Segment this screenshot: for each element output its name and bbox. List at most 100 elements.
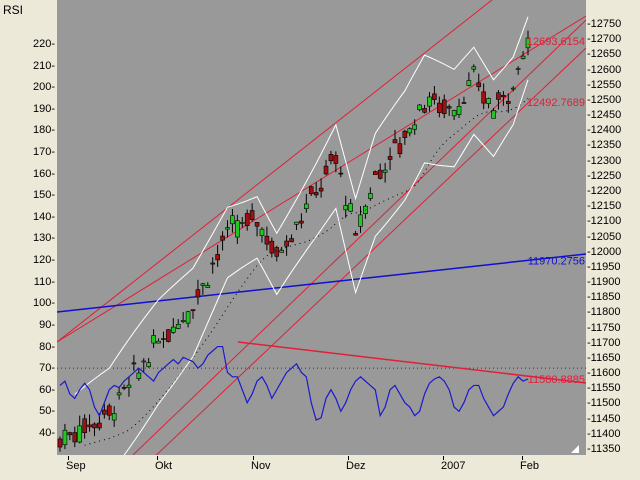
left-axis-tick: 150- <box>32 189 55 202</box>
candle-down <box>249 210 255 220</box>
candle-down <box>318 187 324 192</box>
candle-down <box>338 172 344 175</box>
candle-down <box>220 235 225 241</box>
candle-up <box>456 106 462 115</box>
candle-up <box>126 384 132 388</box>
candle-up <box>156 340 161 344</box>
candle-down <box>131 362 137 365</box>
trend-line-upper-red <box>132 19 586 455</box>
price-annotation: 12492.7689 <box>527 97 585 109</box>
candle-down <box>387 156 393 160</box>
candle-up <box>520 55 526 59</box>
candle-down <box>269 240 275 254</box>
x-axis-mark <box>253 456 254 460</box>
candle-up <box>146 362 151 368</box>
trend-line-channel-lower <box>155 47 586 455</box>
x-axis-mark <box>157 456 158 460</box>
left-axis-tick: 130- <box>32 232 55 245</box>
candle-up <box>491 110 496 119</box>
x-axis-label: Dez <box>346 460 366 472</box>
candle-down <box>190 309 196 312</box>
candle-down <box>299 220 304 224</box>
moving-average-line <box>84 97 529 446</box>
candle-up <box>343 205 349 211</box>
left-axis-tick: 40- <box>39 426 55 439</box>
right-axis-tick: -12300 <box>587 154 622 167</box>
chart-title: RSI <box>3 3 24 17</box>
candle-down <box>308 186 314 195</box>
candle-down <box>333 155 339 164</box>
left-axis-tick: 50- <box>39 405 55 418</box>
candle-up <box>62 429 68 446</box>
bollinger-upper-band <box>74 16 529 395</box>
candle-up <box>239 222 245 224</box>
right-axis-tick: -12750 <box>587 18 622 30</box>
bollinger-lower-band <box>123 79 529 455</box>
left-axis-tick: 140- <box>32 210 55 223</box>
candle-up <box>407 128 413 134</box>
x-axis-label: 2007 <box>441 460 466 472</box>
x-axis-label: Feb <box>520 460 539 472</box>
left-axis-tick: 100- <box>32 297 55 310</box>
candle-up <box>515 68 521 70</box>
candle-up <box>136 372 142 379</box>
left-axis-tick: 200- <box>32 81 55 94</box>
trend-line-steep-red <box>57 0 493 343</box>
resize-grip-icon[interactable] <box>571 445 579 453</box>
candle-down <box>215 254 220 261</box>
candle-up <box>180 320 186 322</box>
x-axis-mark <box>348 456 349 460</box>
right-axis-tick: -12500 <box>587 93 622 106</box>
candle-down <box>264 235 270 245</box>
right-axis-tick: -11350 <box>587 443 621 455</box>
x-axis-mark <box>68 456 69 460</box>
candle-up <box>77 425 83 443</box>
candle-down <box>422 108 427 113</box>
candle-up <box>525 37 531 49</box>
candle-down <box>121 387 127 389</box>
right-axis-tick: -11850 <box>587 291 621 304</box>
candle-down <box>397 143 403 155</box>
candle-up <box>171 326 176 333</box>
x-axis-label: Okt <box>155 460 173 472</box>
candle-down <box>392 139 398 144</box>
candle-down <box>57 438 63 448</box>
candle-up <box>175 324 181 329</box>
candle-up <box>412 124 417 130</box>
right-axis-tick: -12050 <box>587 230 622 243</box>
candle-down <box>328 154 334 162</box>
left-axis-tick: 80- <box>39 340 55 353</box>
left-axis-tick: 110- <box>33 275 55 288</box>
right-axis-tick: -12100 <box>587 215 622 228</box>
candle-up <box>185 311 191 324</box>
candle-down <box>161 338 166 340</box>
candle-down <box>289 238 294 243</box>
candle-up <box>471 66 477 70</box>
right-axis-tick: -12200 <box>587 184 622 197</box>
candle-up <box>348 203 353 212</box>
plot-area[interactable] <box>57 0 586 455</box>
candle-down <box>195 289 201 298</box>
right-axis-tick: -12650 <box>587 48 622 61</box>
right-axis-tick: -11700 <box>587 336 621 349</box>
candle-up <box>141 360 147 363</box>
x-axis-mark <box>443 456 444 460</box>
right-axis-tick: -11800 <box>587 306 621 319</box>
candle-up <box>111 413 117 421</box>
candle-down <box>102 409 107 415</box>
candle-up <box>235 220 240 238</box>
left-axis-tick: 90- <box>39 318 55 331</box>
right-axis-tick: -11550 <box>587 382 621 395</box>
left-axis-tick: 190- <box>32 102 55 115</box>
right-axis-tick: -12150 <box>587 200 622 213</box>
candle-down <box>461 102 467 104</box>
right-axis-tick: -12550 <box>587 78 622 91</box>
candle-down <box>87 424 92 428</box>
left-axis-tick: 170- <box>32 146 55 159</box>
x-axis-label: Sep <box>66 460 86 472</box>
candle-down <box>496 92 501 100</box>
left-axis-tick: 180- <box>32 124 55 137</box>
candle-down <box>313 192 319 196</box>
right-axis-tick: -11450 <box>587 412 621 425</box>
candle-down <box>441 99 447 115</box>
